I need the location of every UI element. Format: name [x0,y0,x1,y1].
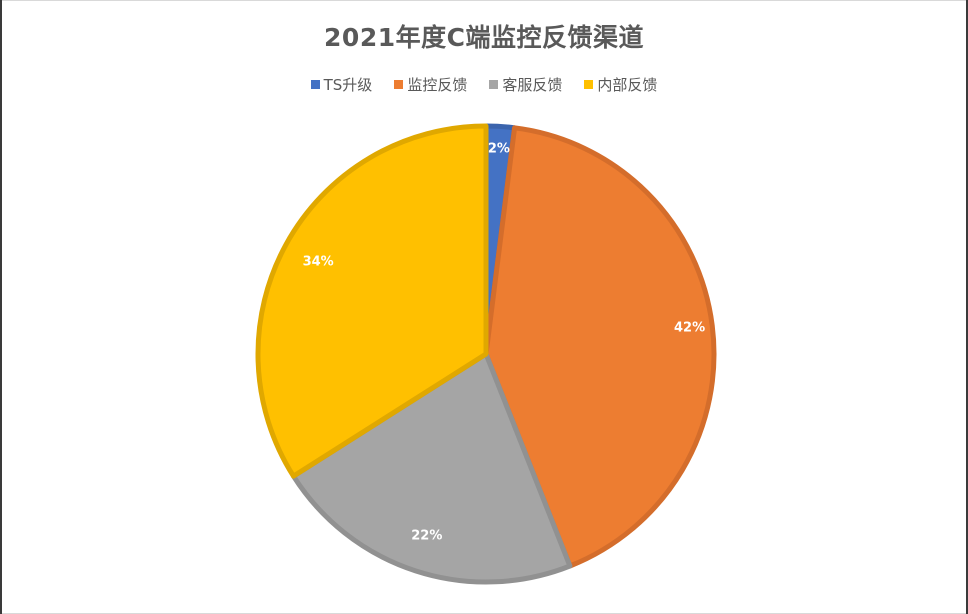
legend-label: 内部反馈 [597,76,658,94]
legend-label: 监控反馈 [407,76,468,94]
slice-data-label: 22% [411,528,443,544]
chart-title: 2021年度C端监控反馈渠道 [324,23,644,52]
legend-swatch-icon [394,80,404,89]
legend-item-ts[interactable]: TS升级 [310,74,373,95]
legend-label: 客服反馈 [502,76,563,94]
legend-swatch-icon [584,80,594,89]
window-edge-left [0,0,2,614]
slice-data-label: 2% [487,141,510,157]
legend-item-internal[interactable]: 内部反馈 [584,74,657,95]
legend-label: TS升级 [323,76,373,94]
slice-data-label: 34% [302,254,334,270]
pie-slice-1[interactable] [483,125,717,569]
pie-slice-2[interactable] [290,351,573,585]
legend-item-service[interactable]: 客服反馈 [489,74,562,95]
window-edge-right [966,0,968,614]
pie-slice-3[interactable] [255,123,489,479]
legend-swatch-icon [310,80,320,89]
legend-item-monitor[interactable]: 监控反馈 [394,74,467,95]
slice-data-label: 42% [674,320,706,336]
legend-swatch-icon [489,80,499,89]
legend: TS升级 监控反馈 客服反馈 内部反馈 [0,74,968,95]
